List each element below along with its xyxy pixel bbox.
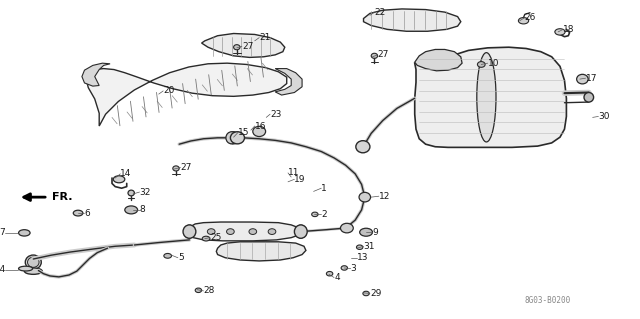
Ellipse shape: [296, 225, 306, 238]
Ellipse shape: [268, 229, 276, 234]
Ellipse shape: [173, 166, 179, 171]
Ellipse shape: [195, 288, 202, 293]
Ellipse shape: [234, 45, 240, 50]
Text: 8: 8: [140, 205, 145, 214]
Polygon shape: [202, 33, 285, 57]
Text: 5: 5: [178, 253, 184, 262]
Text: 1: 1: [321, 184, 327, 193]
Text: 31: 31: [364, 242, 375, 251]
Text: FR.: FR.: [52, 192, 73, 202]
Text: 7: 7: [0, 228, 5, 237]
Text: 6: 6: [84, 209, 90, 218]
Text: 8G03-B0200: 8G03-B0200: [525, 296, 571, 305]
Ellipse shape: [228, 132, 239, 144]
Ellipse shape: [360, 228, 372, 236]
Text: 15: 15: [238, 128, 250, 137]
Text: 21: 21: [259, 33, 271, 42]
Ellipse shape: [577, 74, 588, 84]
Text: 22: 22: [374, 8, 386, 17]
Ellipse shape: [19, 230, 30, 236]
Text: 4: 4: [334, 273, 340, 282]
Ellipse shape: [202, 236, 210, 241]
Ellipse shape: [363, 291, 369, 296]
Text: 18: 18: [563, 25, 575, 34]
Ellipse shape: [230, 132, 244, 144]
Ellipse shape: [128, 190, 134, 196]
Text: 17: 17: [586, 74, 597, 83]
Ellipse shape: [28, 257, 39, 267]
Text: 19: 19: [294, 175, 306, 184]
Text: 24: 24: [0, 265, 5, 274]
Ellipse shape: [19, 266, 33, 271]
Ellipse shape: [164, 254, 172, 258]
Ellipse shape: [340, 223, 353, 233]
Text: 23: 23: [270, 110, 282, 119]
Polygon shape: [82, 63, 110, 86]
Text: 9: 9: [372, 228, 378, 237]
Ellipse shape: [477, 53, 496, 142]
Polygon shape: [86, 63, 287, 126]
Text: 27: 27: [378, 50, 389, 59]
Ellipse shape: [253, 126, 266, 137]
Text: 13: 13: [357, 253, 369, 262]
Polygon shape: [216, 242, 306, 261]
Ellipse shape: [226, 132, 237, 144]
Polygon shape: [415, 47, 566, 147]
Text: 28: 28: [204, 286, 215, 295]
Text: 11: 11: [288, 168, 300, 177]
Ellipse shape: [312, 212, 318, 217]
Ellipse shape: [249, 229, 257, 234]
Text: 25: 25: [210, 233, 221, 242]
Ellipse shape: [125, 206, 138, 214]
Ellipse shape: [227, 229, 234, 234]
Text: 16: 16: [255, 122, 266, 130]
Ellipse shape: [26, 255, 41, 269]
Text: 27: 27: [242, 42, 253, 51]
Ellipse shape: [356, 245, 363, 249]
Ellipse shape: [477, 62, 485, 67]
Text: 12: 12: [379, 192, 390, 201]
Ellipse shape: [518, 18, 529, 24]
Text: 32: 32: [140, 188, 151, 197]
Ellipse shape: [294, 225, 307, 238]
Ellipse shape: [359, 192, 371, 202]
Ellipse shape: [555, 29, 565, 35]
Ellipse shape: [326, 271, 333, 276]
Polygon shape: [188, 222, 302, 241]
Ellipse shape: [184, 225, 195, 238]
Ellipse shape: [24, 268, 42, 274]
Text: 14: 14: [120, 169, 132, 178]
Polygon shape: [364, 9, 461, 31]
Ellipse shape: [341, 266, 348, 270]
Text: 30: 30: [598, 112, 610, 121]
Text: 2: 2: [321, 210, 327, 219]
Ellipse shape: [584, 93, 594, 102]
Text: 29: 29: [370, 289, 381, 298]
Text: 20: 20: [163, 86, 175, 95]
Text: 10: 10: [488, 59, 499, 68]
Ellipse shape: [183, 225, 196, 238]
Polygon shape: [415, 49, 462, 71]
Text: 27: 27: [180, 163, 192, 172]
Ellipse shape: [356, 141, 370, 153]
Ellipse shape: [371, 53, 378, 58]
Ellipse shape: [73, 210, 83, 216]
Text: 3: 3: [351, 264, 356, 273]
Ellipse shape: [113, 176, 125, 183]
Ellipse shape: [207, 229, 215, 234]
Polygon shape: [275, 69, 302, 95]
Text: 26: 26: [525, 13, 536, 22]
